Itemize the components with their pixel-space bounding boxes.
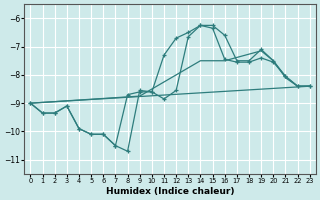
- X-axis label: Humidex (Indice chaleur): Humidex (Indice chaleur): [106, 187, 234, 196]
